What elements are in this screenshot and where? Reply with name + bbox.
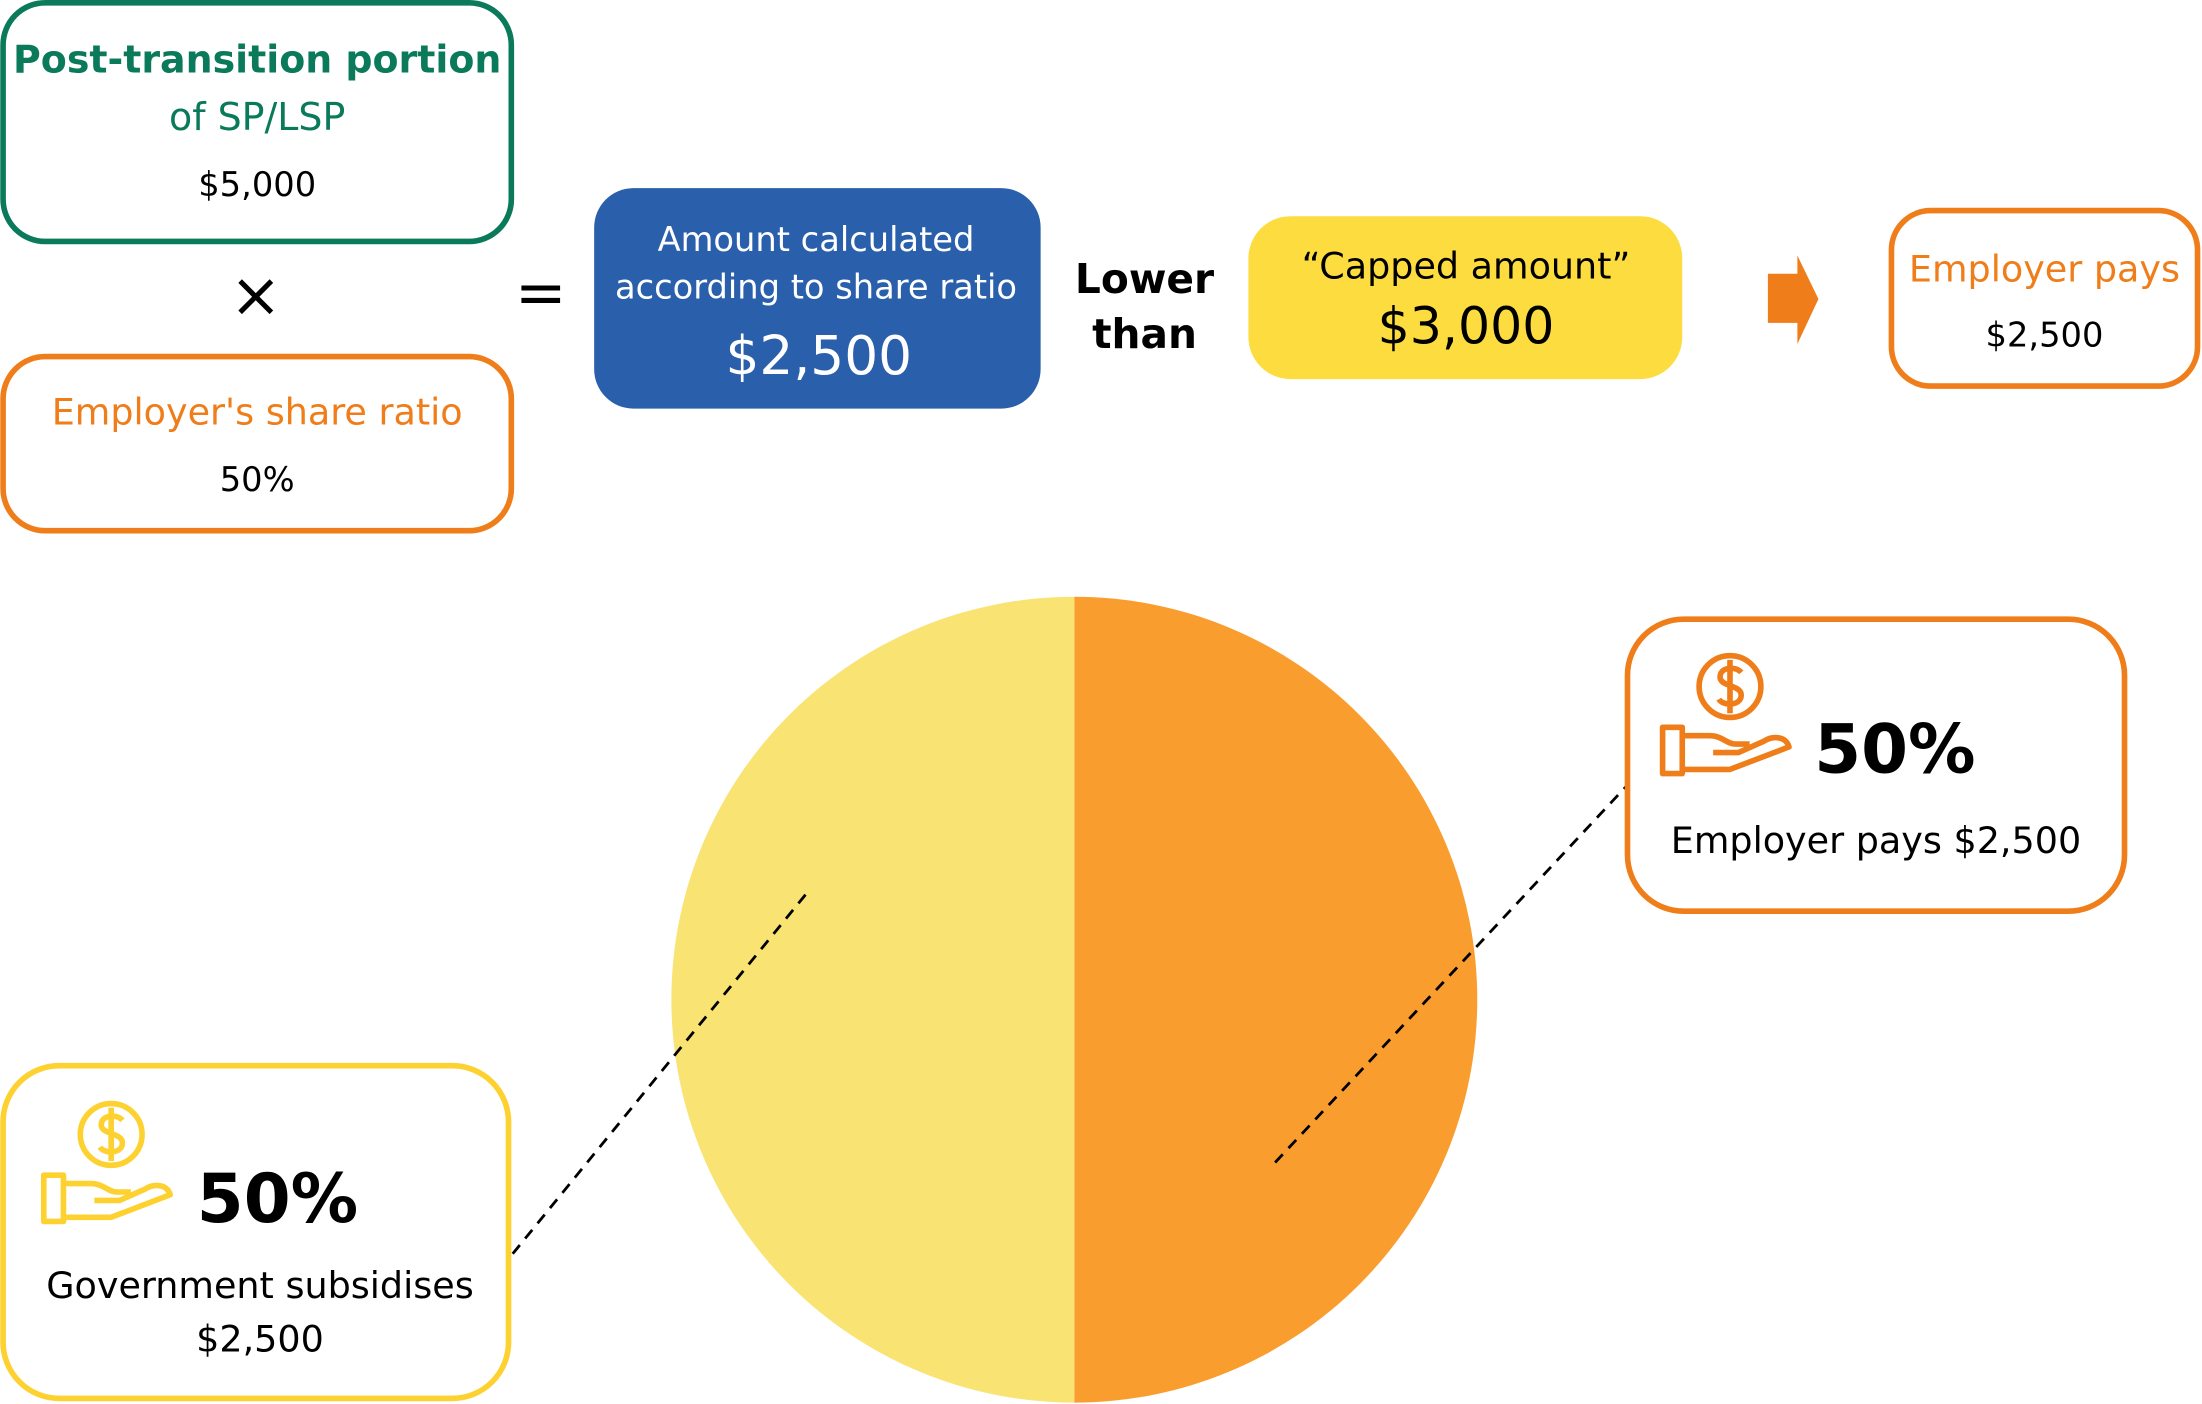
pie xyxy=(671,596,1478,1403)
calculated-line: according to share ratio xyxy=(615,268,1017,307)
government-caption: $2,500 xyxy=(196,1317,324,1360)
calculated-value: $2,500 xyxy=(725,324,912,387)
employer-percent: 50% xyxy=(1814,709,1975,788)
portion-value: $5,000 xyxy=(198,165,316,204)
portion-subtitle: of SP/LSP xyxy=(169,95,345,139)
government-caption: Government subsidises xyxy=(46,1264,474,1307)
equals-sign: = xyxy=(515,256,567,328)
capped-box xyxy=(1248,216,1683,380)
money-hand-icon xyxy=(40,1100,173,1225)
money-hand-icon xyxy=(1659,652,1792,777)
ratio-box xyxy=(0,353,515,534)
pie-slice xyxy=(1074,596,1478,1403)
comparison-word: Lower xyxy=(1075,255,1214,303)
comparison-word: than xyxy=(1092,310,1197,358)
result-box xyxy=(1888,207,2201,389)
government-percent: 50% xyxy=(197,1159,358,1238)
arrow xyxy=(1767,255,1819,344)
employer-callout xyxy=(1624,616,2128,915)
employer-caption: Employer pays $2,500 xyxy=(1671,819,2081,862)
portion-title: Post-transition portion xyxy=(13,37,501,81)
ratio-title: Employer's share ratio xyxy=(52,391,463,434)
portion-box xyxy=(0,0,515,245)
capped-title: “Capped amount” xyxy=(1302,245,1631,288)
capped-value: $3,000 xyxy=(1378,296,1555,355)
result-title: Employer pays xyxy=(1909,247,2180,290)
times-sign: × xyxy=(230,259,282,331)
result-value: $2,500 xyxy=(1986,315,2104,354)
pie-slice xyxy=(671,596,1075,1403)
ratio-value: 50% xyxy=(220,460,295,499)
leader-line xyxy=(1274,782,1630,1164)
calculated-line: Amount calculated xyxy=(658,220,975,259)
government-callout xyxy=(0,1062,512,1402)
calculated-box xyxy=(594,188,1041,409)
